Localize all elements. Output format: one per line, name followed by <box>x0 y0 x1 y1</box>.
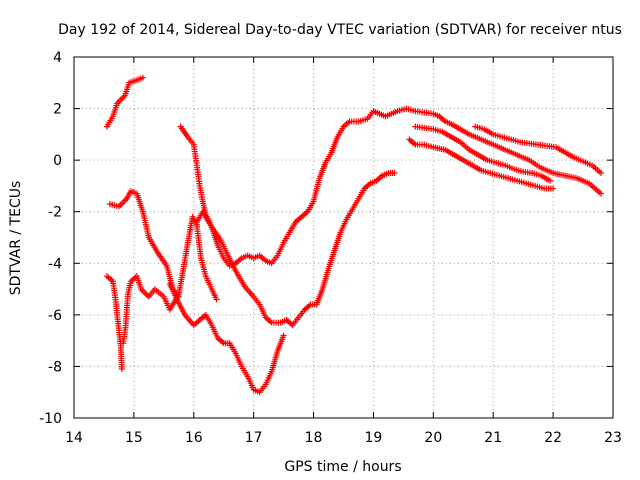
data-point <box>391 170 398 177</box>
series-s7 <box>193 170 398 329</box>
y-tick-label: 0 <box>53 153 62 169</box>
x-tick-label: 18 <box>305 430 323 446</box>
data-point <box>213 296 220 303</box>
series-s3 <box>103 273 125 373</box>
data-point <box>118 366 125 373</box>
y-tick-label: 4 <box>53 50 62 66</box>
series-s8 <box>406 136 557 192</box>
x-tick-label: 14 <box>65 430 83 446</box>
x-tick-label: 16 <box>185 430 203 446</box>
data-point <box>598 190 605 197</box>
x-tick-label: 22 <box>544 430 562 446</box>
data-marks <box>103 74 605 396</box>
data-point <box>598 170 605 177</box>
x-tick-label: 17 <box>245 430 263 446</box>
x-tick-label: 19 <box>365 430 383 446</box>
chart-title: Day 192 of 2014, Sidereal Day-to-day VTE… <box>58 22 622 38</box>
y-axis-title: SDTVAR / TECUs <box>8 181 24 296</box>
x-axis-title: GPS time / hours <box>284 459 401 475</box>
data-point <box>547 177 554 184</box>
y-tick-label: -6 <box>48 308 62 324</box>
x-tick-label: 15 <box>125 430 143 446</box>
data-point <box>550 185 557 192</box>
series-s1 <box>103 74 146 130</box>
x-tick-label: 20 <box>424 430 442 446</box>
series-s2 <box>106 188 182 300</box>
series-s9 <box>412 123 554 184</box>
data-point <box>280 332 287 339</box>
series-s6 <box>177 105 605 269</box>
x-tick-label: 23 <box>604 430 622 446</box>
y-tick-label: -4 <box>48 256 62 272</box>
series-s5 <box>166 280 287 396</box>
y-tick-label: -10 <box>39 411 62 427</box>
y-axis-ticks: -10 -8 -6 -4 -2 0 2 4 <box>39 50 613 427</box>
plot-frame <box>73 56 614 419</box>
y-tick-label: -2 <box>48 205 62 221</box>
x-axis-ticks: 14 15 16 17 18 19 20 21 22 23 <box>65 57 622 446</box>
y-tick-label: 2 <box>53 102 62 118</box>
series-s4 <box>120 213 220 347</box>
x-tick-label: 21 <box>484 430 502 446</box>
grid-lines <box>74 57 613 418</box>
data-point <box>139 74 146 81</box>
series-s10 <box>472 123 605 177</box>
y-tick-label: -8 <box>48 359 62 375</box>
